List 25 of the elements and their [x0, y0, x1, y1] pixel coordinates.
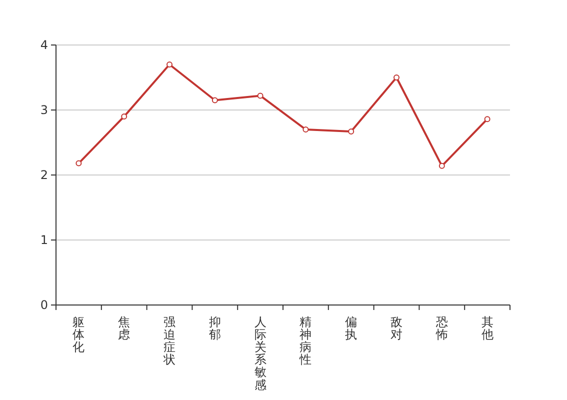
y-tick-label: 1 — [40, 233, 48, 248]
x-tick-label: 焦虑 — [118, 314, 130, 342]
point — [348, 128, 354, 134]
y-tick-label: 4 — [40, 38, 48, 52]
x-tick-label: 敌对 — [390, 314, 402, 342]
x-tick-label: 强迫症状 — [162, 314, 176, 367]
y-tick-label: 3 — [40, 103, 48, 118]
point — [484, 116, 490, 122]
x-tick-label: 精神病性 — [298, 314, 312, 367]
point — [302, 126, 309, 132]
x-tick-label: 抑郁 — [208, 314, 221, 342]
y-tick-label: 2 — [40, 168, 48, 182]
point — [438, 162, 445, 169]
point — [257, 92, 264, 99]
x-tick-label: 躯体化 — [72, 314, 85, 354]
x-tick-label: 恐怖 — [434, 314, 448, 342]
y-tick-label: 0 — [40, 298, 48, 312]
point — [121, 114, 128, 120]
point — [394, 74, 400, 80]
x-tick-label: 人际关系敏感 — [254, 314, 266, 392]
point — [76, 160, 82, 166]
x-tick-label: 其他 — [481, 314, 494, 342]
point — [212, 97, 218, 104]
x-tick-label: 偏执 — [345, 314, 358, 342]
point — [166, 62, 172, 68]
